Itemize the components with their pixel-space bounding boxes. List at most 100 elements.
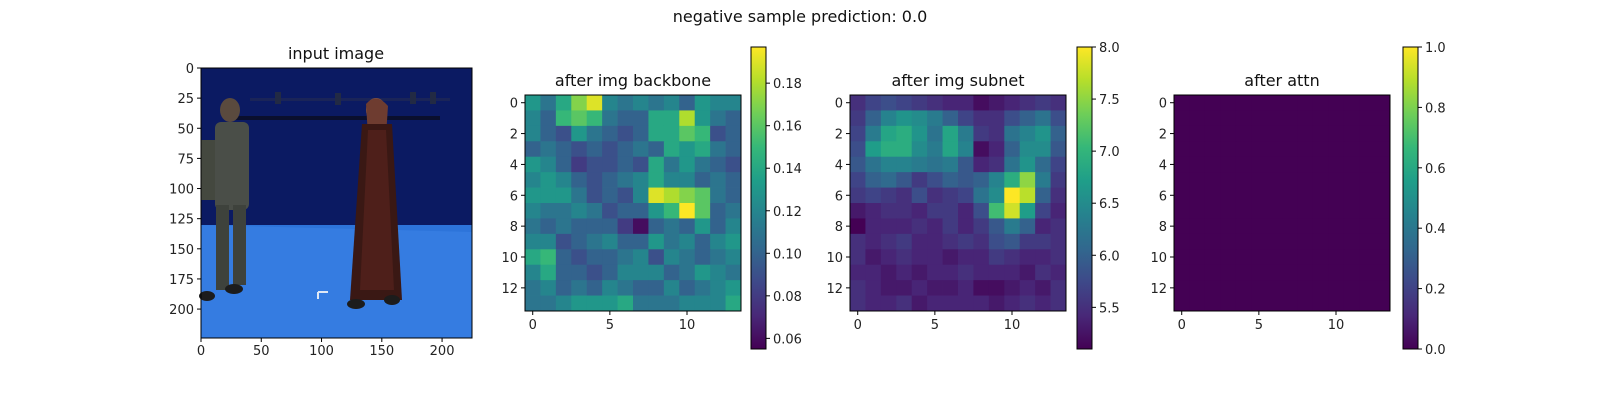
heatmap-cell (1359, 249, 1375, 266)
heatmap-cell (1282, 125, 1298, 142)
heatmap-cell (586, 95, 603, 111)
y-tick-label: 0 (835, 97, 843, 112)
heatmap-cell (1251, 125, 1267, 142)
colorbar-tick-label: 0.10 (773, 247, 802, 262)
heatmap-cell (1282, 295, 1298, 312)
heatmap-cell (1297, 295, 1314, 312)
heatmap-cell (1282, 172, 1298, 188)
heatmap-cell (571, 280, 588, 296)
heatmap-cell (663, 187, 680, 204)
heatmap-cell (865, 95, 882, 111)
heatmap-cell (1266, 141, 1283, 158)
y-tick-label: 4 (510, 158, 518, 173)
heatmap-cell (694, 233, 711, 250)
x-tick-label: 0 (529, 318, 537, 333)
y-tick-label: 6 (510, 189, 518, 204)
x-tick-label: 5 (606, 318, 614, 333)
heatmap-cell (1312, 280, 1329, 296)
heatmap-cell (1050, 203, 1067, 219)
heatmap-cell (896, 218, 913, 235)
heatmap-cell (710, 187, 726, 204)
y-tick-label: 8 (835, 220, 843, 235)
heatmap-cell (633, 110, 649, 127)
heatmap-cell (1359, 172, 1375, 188)
heatmap-cell (1019, 264, 1036, 281)
heatmap-cell (1004, 141, 1021, 158)
heatmap-cell (648, 280, 665, 296)
heatmap-cell (1050, 295, 1067, 312)
y-tick-label: 2 (835, 128, 843, 143)
heatmap-cell (1050, 110, 1067, 127)
heatmap-cell (911, 203, 928, 219)
heatmap-cell (679, 125, 696, 142)
heatmap-cell (1251, 187, 1267, 204)
heatmap-cell (973, 110, 990, 127)
heatmap-cell (1251, 203, 1267, 219)
heatmap-cell (973, 295, 990, 312)
heatmap-cell (1359, 203, 1375, 219)
heatmap-cell (617, 203, 634, 219)
heatmap-cell (1343, 280, 1360, 296)
heatmap-cell (648, 125, 665, 142)
heatmap-cell (1266, 264, 1283, 281)
heatmap-cell (1019, 156, 1036, 173)
heatmap-cell (1004, 95, 1021, 111)
heatmap-cell (1235, 95, 1252, 111)
heatmap-cell (1251, 218, 1267, 235)
heatmap-cell (633, 203, 649, 219)
y-tick-label: 8 (1159, 220, 1167, 235)
colorbar-tick-label: 0.8 (1425, 101, 1446, 116)
heatmap-cell (648, 95, 665, 111)
heatmap-cell (663, 249, 680, 266)
heatmap-cell (602, 264, 618, 281)
heatmap-cell (1035, 203, 1051, 219)
heatmap-cell (1282, 249, 1298, 266)
heatmap-cell (958, 187, 974, 204)
y-tick-label: 6 (835, 189, 843, 204)
heatmap-cell (988, 156, 1005, 173)
heatmap-cell (694, 172, 711, 188)
heatmap-cell (880, 110, 897, 127)
heatmap-cell (988, 95, 1005, 111)
heatmap-cell (555, 110, 572, 127)
heatmap-cell (1204, 280, 1221, 296)
heatmap-cell (540, 141, 557, 158)
heatmap-cell (1359, 110, 1375, 127)
heatmap-cell (973, 264, 990, 281)
heatmap-cell (1328, 125, 1345, 142)
heatmap-cell (1328, 203, 1345, 219)
heatmap-cell (525, 218, 541, 235)
heatmap-cell (1174, 187, 1190, 204)
heatmap-cell (1312, 95, 1329, 111)
heatmap-cell (555, 125, 572, 142)
heatmap-cell (1374, 156, 1391, 173)
heatmap-cell (525, 249, 541, 266)
heatmap-cell (1343, 264, 1360, 281)
heatmap-cell (958, 95, 974, 111)
heatmap-cell (633, 233, 649, 250)
heatmap-cell (988, 218, 1005, 235)
heatmap-cell (571, 156, 588, 173)
y-tick-label: 12 (1150, 282, 1167, 297)
heatmap-cell (1004, 156, 1021, 173)
heatmap-cell (1343, 295, 1360, 312)
heatmap-cell (1266, 110, 1283, 127)
heatmap-cell (571, 125, 588, 142)
heatmap-cell (1220, 95, 1237, 111)
heatmap-cell (1312, 203, 1329, 219)
heatmap-cell (679, 280, 696, 296)
y-tick-label: 0 (510, 97, 518, 112)
panel-after-img-subnet: after img subnet 0 5 10 0 2 4 6 8 10 12 5.5 6.0 6.5… (826, 41, 1120, 350)
heatmap-cell (850, 264, 866, 281)
heatmap-cell (1050, 172, 1067, 188)
heatmap-cell (1374, 233, 1391, 250)
heatmap-cell (633, 295, 649, 312)
heatmap-cell (1019, 295, 1036, 312)
camera-4 (430, 92, 436, 104)
heatmap-cell (1019, 187, 1036, 204)
heatmap-cell (694, 187, 711, 204)
heatmap-cell (1297, 203, 1314, 219)
heatmap-cell (1312, 218, 1329, 235)
heatmap-cell (1297, 233, 1314, 250)
heatmap-cell (1019, 95, 1036, 111)
